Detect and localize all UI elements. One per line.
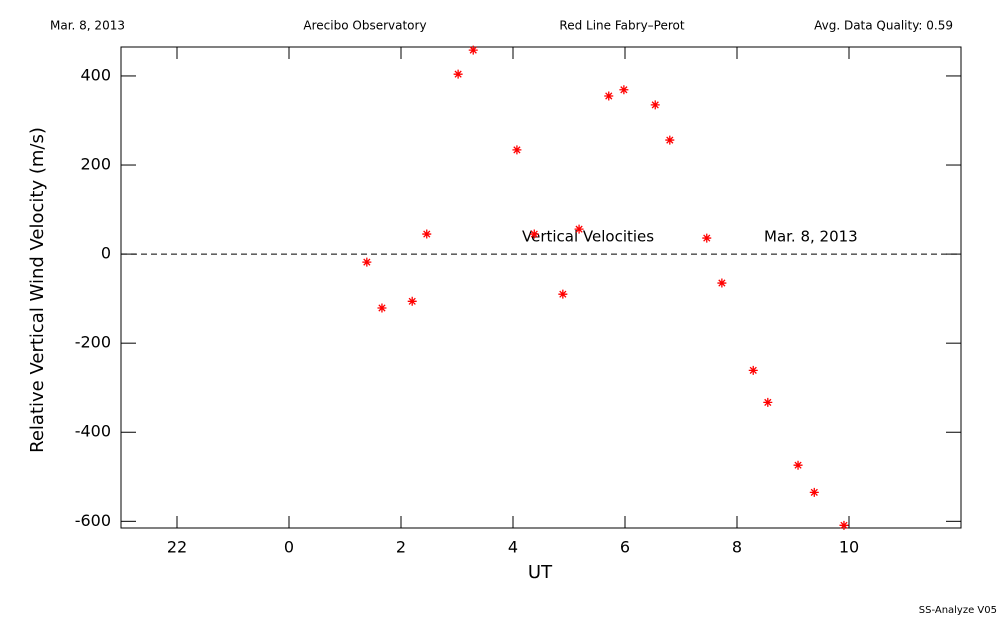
x-axis-label: UT [528, 562, 553, 583]
data-point [702, 233, 712, 243]
data-point [809, 487, 819, 497]
x-tick-label: 8 [732, 538, 742, 557]
y-tick-label: -400 [75, 422, 111, 441]
data-point [604, 91, 614, 101]
data-point [468, 45, 478, 55]
data-point [650, 100, 660, 110]
y-axis-label: Relative Vertical Wind Velocity (m/s) [27, 127, 48, 453]
y-tick-label: 200 [80, 155, 111, 174]
x-tick-label: 22 [167, 538, 187, 557]
data-point [619, 85, 629, 95]
data-point [793, 460, 803, 470]
header-quality: Avg. Data Quality: 0.59 [814, 19, 953, 33]
header-site: Arecibo Observatory [303, 19, 426, 33]
data-point [453, 69, 463, 79]
plot-frame [120, 46, 962, 529]
y-tick-label: -200 [75, 333, 111, 352]
data-point [717, 278, 727, 288]
data-point [665, 135, 675, 145]
x-tick-label: 0 [284, 538, 294, 557]
x-tick-label: 10 [839, 538, 859, 557]
data-point [512, 145, 522, 155]
header-date: Mar. 8, 2013 [50, 19, 125, 33]
data-point [839, 520, 849, 530]
x-tick-label: 6 [620, 538, 630, 557]
data-point [574, 224, 584, 234]
x-tick-label: 2 [396, 538, 406, 557]
data-point [558, 289, 568, 299]
annotation: Vertical Velocities [522, 228, 654, 246]
header-instrument: Red Line Fabry–Perot [559, 19, 684, 33]
data-point [422, 229, 432, 239]
data-point [407, 296, 417, 306]
data-point [362, 257, 372, 267]
data-point [763, 397, 773, 407]
data-point [377, 303, 387, 313]
x-tick-label: 4 [508, 538, 518, 557]
y-tick-label: -600 [75, 511, 111, 530]
annotation: Mar. 8, 2013 [764, 228, 858, 246]
footer: SS-Analyze V05 [919, 605, 997, 616]
data-point [748, 365, 758, 375]
data-point [529, 229, 539, 239]
y-tick-label: 400 [80, 65, 111, 84]
y-tick-label: 0 [101, 244, 111, 263]
